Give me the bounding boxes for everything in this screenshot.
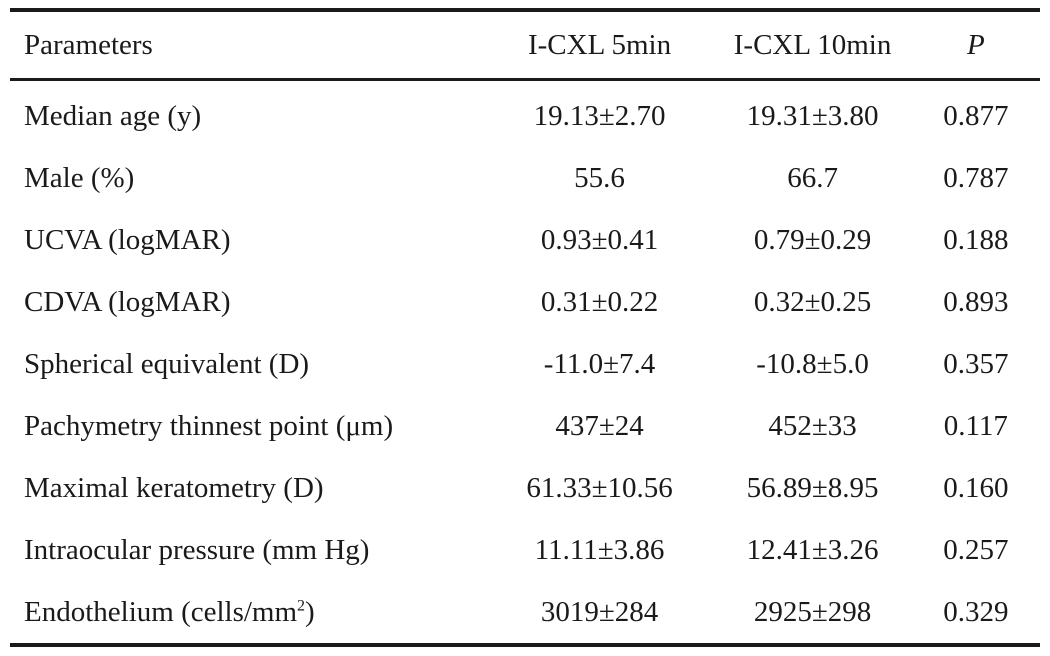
row-value-5min: 19.13±2.70 [533,99,666,132]
row-p-value: 0.117 [943,409,1008,442]
header-i-cxl-5min: I-CXL 5min [527,28,672,61]
row-parameter: Maximal keratometry (D) [24,471,324,504]
row-value-10min: 452±33 [768,409,857,442]
row-value-5min: 3019±284 [540,595,659,628]
table-row: Male (%) 55.6 66.7 0.787 [10,147,1040,209]
row-parameter-prefix: Endothelium (cells/mm [24,595,298,628]
row-parameter: Intraocular pressure (mm Hg) [24,533,370,566]
row-value-10min: 66.7 [787,161,838,194]
row-parameter: CDVA (logMAR) [24,285,231,318]
header-row: Parameters I-CXL 5min I-CXL 10min P [10,10,1040,80]
header-i-cxl-10min: I-CXL 10min [733,28,892,61]
table-row: Spherical equivalent (D) -11.0±7.4 -10.8… [10,333,1040,395]
row-p-value: 0.357 [943,347,1009,380]
table-row: Maximal keratometry (D) 61.33±10.56 56.8… [10,457,1040,519]
row-value-5min: 11.11±3.86 [534,533,665,566]
header-p-value: P [966,28,985,61]
row-parameter-superscript: 2 [297,596,306,614]
table-header: Parameters I-CXL 5min I-CXL 10min P [10,10,1040,80]
row-p-value: 0.257 [943,533,1009,566]
row-p-value: 0.877 [943,99,1009,132]
row-parameter: Endothelium (cells/mm2) [10,581,486,645]
row-parameter-suffix: ) [305,595,315,628]
row-p-value: 0.787 [943,161,1009,194]
row-value-10min: 0.32±0.25 [753,285,872,318]
row-value-5min: 0.93±0.41 [540,223,659,256]
table-row: Median age (y) 19.13±2.70 19.31±3.80 0.8… [10,80,1040,148]
row-value-5min: -11.0±7.4 [543,347,656,380]
row-value-5min: 0.31±0.22 [540,285,659,318]
row-value-5min: 55.6 [574,161,625,194]
table-body: Median age (y) 19.13±2.70 19.31±3.80 0.8… [10,80,1040,645]
row-p-value: 0.893 [943,285,1009,318]
row-p-value: 0.160 [943,471,1009,504]
row-value-10min: 0.79±0.29 [753,223,872,256]
row-parameter: UCVA (logMAR) [24,223,231,256]
row-p-value: 0.329 [943,595,1009,628]
table-row: Pachymetry thinnest point (μm) 437±24 45… [10,395,1040,457]
row-parameter: Pachymetry thinnest point (μm) [24,409,394,442]
table-row: CDVA (logMAR) 0.31±0.22 0.32±0.25 0.893 [10,271,1040,333]
parameters-table-container: Parameters I-CXL 5min I-CXL 10min P Medi… [10,8,1040,647]
table-row: UCVA (logMAR) 0.93±0.41 0.79±0.29 0.188 [10,209,1040,271]
parameters-table: Parameters I-CXL 5min I-CXL 10min P Medi… [10,8,1040,647]
row-parameter: Spherical equivalent (D) [24,347,310,380]
table-row: Endothelium (cells/mm2) 3019±284 2925±29… [10,581,1040,645]
row-value-10min: 56.89±8.95 [746,471,879,504]
row-value-10min: -10.8±5.0 [756,347,869,380]
row-value-10min: 2925±298 [753,595,872,628]
row-p-value: 0.188 [943,223,1009,256]
row-parameter: Male (%) [24,161,135,194]
row-value-5min: 61.33±10.56 [526,471,673,504]
row-value-10min: 12.41±3.26 [746,533,879,566]
row-value-10min: 19.31±3.80 [746,99,879,132]
row-parameter: Median age (y) [24,99,202,132]
header-parameters: Parameters [24,28,153,61]
table-row: Intraocular pressure (mm Hg) 11.11±3.86 … [10,519,1040,581]
row-value-5min: 437±24 [555,409,644,442]
